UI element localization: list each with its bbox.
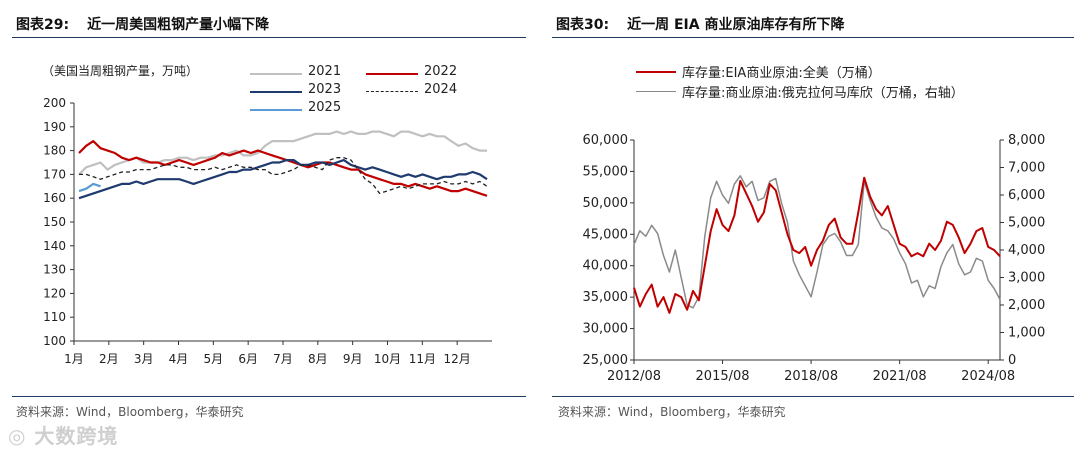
right-right-y-tick-label: 7,000 (1008, 161, 1045, 176)
left-x-tick-label: 10月 (374, 352, 401, 366)
legend-cushing-crude-label: 库存量:商业原油:俄克拉何马库欣（万桶，右轴） (682, 86, 964, 101)
right-line-chart: 25,000 30,000 35,000 40,000 45,000 50,000 55,0… (583, 133, 1046, 384)
right-x-tick-label: 2015/08 (696, 369, 750, 384)
right-right-y-tick-label: 6,000 (1008, 188, 1045, 203)
left-x-tick-label: 9月 (343, 352, 363, 366)
right-left-y-tick-label: 35,000 (583, 290, 629, 305)
left-y-tick-label: 180 (43, 144, 66, 158)
left-y-tick-label: 120 (43, 286, 66, 300)
left-x-tick-label: 8月 (308, 352, 328, 366)
left-y-tick-label: 140 (43, 239, 66, 253)
left-unit-label: （美国当周粗钢产量，万吨） (42, 64, 199, 78)
right-left-y-tick-label: 50,000 (583, 196, 629, 211)
right-left-y-tick-label: 55,000 (583, 164, 629, 179)
legend-swatch-2025 (250, 109, 302, 111)
left-source-rule (12, 396, 526, 397)
right-left-y-tick-label: 45,000 (583, 227, 629, 242)
series-line-2022 (78, 140, 488, 197)
legend-label-2023: 2023 (308, 82, 342, 97)
right-chart-title: 图表30: 近一周 EIA 商业原油库存有所下降 (556, 14, 844, 34)
legend-swatch-2022 (366, 73, 418, 75)
right-title-rule (552, 37, 1074, 38)
series-line-2021 (78, 130, 487, 176)
legend-label-2024: 2024 (424, 82, 458, 97)
right-right-y-tick-label: 5,000 (1008, 216, 1045, 231)
right-right-y-tick-label: 1,000 (1008, 326, 1045, 341)
series-line-2025 (78, 182, 101, 193)
series-line-2024 (79, 157, 488, 195)
left-x-tick-label: 12月 (444, 352, 471, 366)
left-title-rule (12, 37, 526, 38)
right-right-y-tick-label: 4,000 (1008, 243, 1045, 258)
right-title-text: 近一周 EIA 商业原油库存有所下降 (627, 17, 845, 33)
left-y-tick-label: 130 (43, 263, 66, 277)
left-y-tick-label: 110 (43, 310, 66, 324)
series-line-cushing-crude (633, 175, 1001, 309)
left-x-tick-label: 11月 (409, 352, 436, 366)
right-x-tick-label: 2024/08 (961, 369, 1015, 384)
right-x-tick-label: 2012/08 (607, 369, 661, 384)
left-x-tick-label: 3月 (134, 352, 154, 366)
right-left-y-tick-label: 25,000 (583, 353, 629, 368)
left-y-tick-label: 150 (43, 215, 66, 229)
series-line-us-commercial-crude (633, 176, 1001, 314)
left-x-tick-label: 5月 (204, 352, 224, 366)
legend-swatch-2023 (250, 91, 302, 93)
right-chart-panel: 图表30: 近一周 EIA 商业原油库存有所下降 库存量:EIA商业原油:全美（万… (548, 0, 1080, 447)
right-x-tick-label: 2018/08 (784, 369, 838, 384)
right-left-y-tick-label: 30,000 (583, 322, 629, 337)
left-y-tick-label: 170 (43, 167, 66, 181)
left-title-text: 近一周美国粗钢产量小幅下降 (87, 17, 270, 33)
left-chart-panel: 图表29: 近一周美国粗钢产量小幅下降 （美国当周粗钢产量，万吨） 2021 202… (0, 0, 540, 447)
right-title-number: 图表30: (556, 17, 610, 33)
left-title-number: 图表29: (16, 17, 70, 33)
right-left-y-tick-label: 40,000 (583, 259, 629, 274)
right-source-rule (552, 396, 1074, 397)
legend-cushing-crude-swatch (636, 91, 676, 92)
left-line-chart: 100 110 120 130 140 150 160 170 180 190 200 1月 2月 3月 4… (43, 96, 492, 366)
left-x-tick-label: 2月 (99, 352, 119, 366)
left-y-tick-label: 160 (43, 191, 66, 205)
legend-label-2025: 2025 (308, 100, 342, 115)
left-y-tick-label: 190 (43, 120, 66, 134)
right-source: 资料来源：Wind，Bloomberg，华泰研究 (558, 405, 786, 419)
left-x-tick-label: 7月 (273, 352, 293, 366)
left-y-tick-label: 100 (43, 334, 66, 348)
right-left-y-tick-label: 60,000 (583, 133, 629, 148)
left-chart-title: 图表29: 近一周美国粗钢产量小幅下降 (16, 14, 269, 34)
watermark-logo: ◎ 大数跨境 (8, 424, 119, 448)
left-source: 资料来源：Wind，Bloomberg，华泰研究 (16, 405, 244, 419)
right-right-y-tick-label: 0 (1008, 353, 1016, 368)
legend-us-commercial-crude-label: 库存量:EIA商业原油:全美（万桶） (682, 66, 881, 81)
legend-swatch-2021 (250, 73, 302, 75)
left-x-tick-label: 4月 (169, 352, 189, 366)
legend-label-2021: 2021 (308, 64, 342, 79)
right-right-y-tick-label: 2,000 (1008, 298, 1045, 313)
left-y-tick-label: 200 (43, 96, 66, 110)
left-x-tick-label: 1月 (64, 352, 84, 366)
legend-swatch-2024 (366, 91, 418, 92)
right-right-y-tick-label: 3,000 (1008, 271, 1045, 286)
left-x-tick-label: 6月 (238, 352, 258, 366)
series-line-2023 (78, 159, 488, 200)
right-right-y-tick-label: 8,000 (1008, 133, 1045, 148)
right-x-tick-label: 2021/08 (873, 369, 927, 384)
legend-us-commercial-crude-swatch (636, 71, 676, 73)
legend-label-2022: 2022 (424, 64, 458, 79)
